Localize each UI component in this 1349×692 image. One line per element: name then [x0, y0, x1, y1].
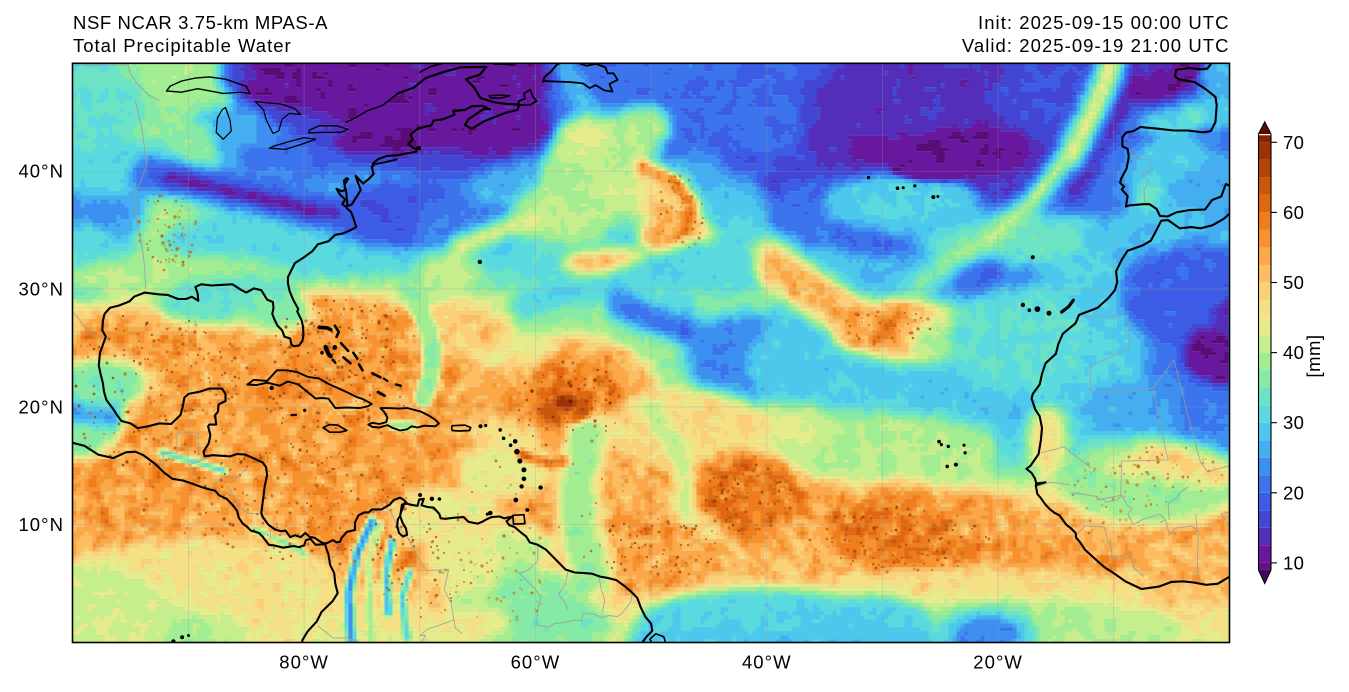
svg-text:70: 70 [1283, 132, 1304, 153]
svg-text:Init: 2025-09-15 00:00 UTC: Init: 2025-09-15 00:00 UTC [978, 12, 1230, 33]
svg-text:50: 50 [1283, 272, 1304, 293]
svg-text:30°N: 30°N [18, 279, 64, 300]
svg-text:60: 60 [1283, 202, 1304, 223]
svg-text:30: 30 [1283, 412, 1304, 433]
svg-text:60°W: 60°W [511, 652, 561, 673]
svg-text:20°W: 20°W [973, 652, 1023, 673]
svg-text:20°N: 20°N [18, 396, 64, 417]
svg-text:40°W: 40°W [742, 652, 792, 673]
svg-text:Valid: 2025-09-19 21:00 UTC: Valid: 2025-09-19 21:00 UTC [962, 35, 1230, 56]
svg-text:Total Precipitable Water: Total Precipitable Water [73, 35, 292, 56]
svg-text:10: 10 [1283, 552, 1304, 573]
svg-text:[mm]: [mm] [1303, 334, 1324, 377]
svg-text:10°N: 10°N [18, 514, 64, 535]
svg-text:20: 20 [1283, 482, 1304, 503]
svg-text:40°N: 40°N [18, 161, 64, 182]
svg-text:80°W: 80°W [279, 652, 329, 673]
svg-text:NSF NCAR 3.75-km MPAS-A: NSF NCAR 3.75-km MPAS-A [73, 12, 328, 33]
svg-text:40: 40 [1283, 342, 1304, 363]
